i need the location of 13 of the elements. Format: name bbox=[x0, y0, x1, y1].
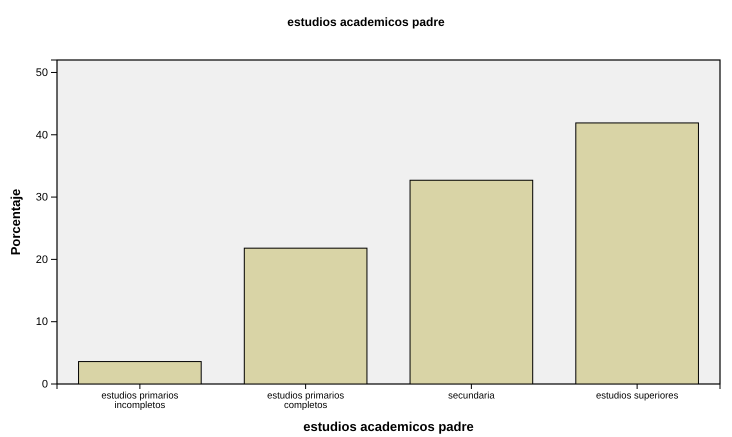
x-tick-label: estudios superiores bbox=[596, 390, 679, 402]
y-tick-label: 50 bbox=[36, 66, 48, 79]
y-tick-label: 0 bbox=[42, 378, 48, 391]
x-tick-label: estudios primarios completos bbox=[267, 390, 344, 412]
y-tick-label: 20 bbox=[36, 254, 48, 266]
y-tick-label: 40 bbox=[36, 129, 48, 142]
x-tick-label: estudios primarios incompletos bbox=[101, 390, 179, 412]
chart-title: estudios academicos padre bbox=[287, 15, 446, 29]
x-tick-label: secundaria bbox=[448, 390, 496, 402]
y-tick-label: 30 bbox=[36, 192, 48, 204]
y-axis-title: Porcentaje bbox=[8, 188, 23, 256]
y-tick-label: 10 bbox=[36, 316, 48, 328]
x-axis-title: estudios academicos padre bbox=[303, 419, 474, 434]
